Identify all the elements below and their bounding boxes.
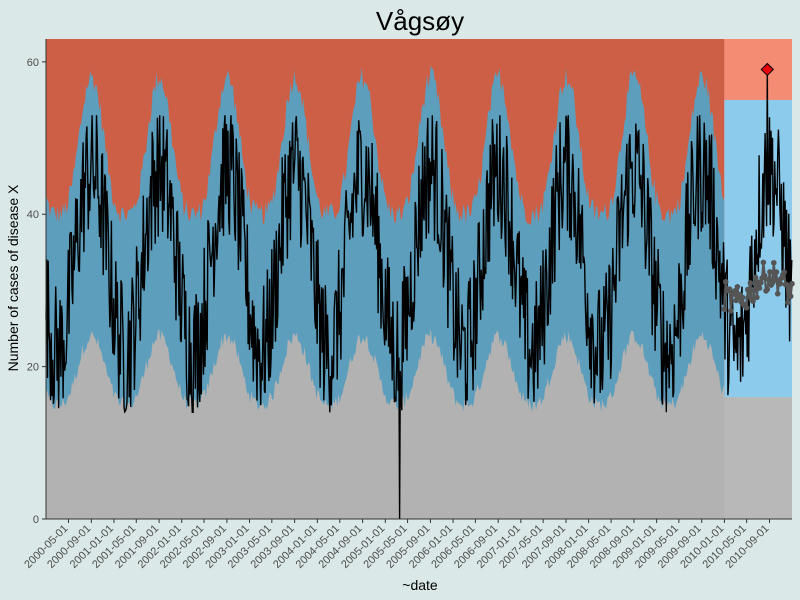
series-point-current — [752, 274, 759, 281]
series-point-current — [777, 280, 784, 287]
series-point-current — [789, 280, 795, 287]
series-point-current — [743, 305, 750, 311]
series-point-current — [726, 286, 733, 292]
y-tick-label: 60 — [27, 57, 39, 69]
y-tick-label: 20 — [27, 362, 39, 374]
x-axis-title: ~date — [402, 577, 438, 593]
series-point-current — [751, 287, 758, 294]
series-point-current — [721, 306, 728, 313]
series-point-current — [728, 308, 734, 314]
series-point-current — [761, 272, 768, 279]
series-line-observed — [45, 69, 793, 520]
y-axis-title: Number of cases of disease X — [5, 184, 21, 371]
series-point-current — [722, 278, 729, 285]
series-point-current — [758, 279, 764, 286]
series-point-current — [734, 283, 741, 290]
series-point-current — [774, 290, 781, 297]
series-point-current — [756, 285, 763, 291]
series-point-current — [739, 294, 746, 301]
series-point-current — [760, 259, 767, 266]
series-point-current — [764, 286, 771, 293]
series-point-current — [750, 298, 756, 304]
series-point-current — [767, 269, 773, 275]
low-band-current — [724, 397, 792, 519]
series-point-current — [732, 288, 738, 294]
series-point-current — [781, 269, 788, 275]
series-point-current — [765, 276, 772, 283]
series-point-current — [745, 286, 751, 293]
y-tick-label: 40 — [27, 209, 39, 221]
alert-marker — [760, 62, 775, 77]
y-tick-label: 0 — [33, 514, 39, 526]
data-lines — [45, 62, 795, 520]
series-point-current — [747, 280, 754, 286]
series-point-current — [771, 259, 777, 266]
series-point-current — [773, 269, 780, 275]
series-point-current — [785, 299, 791, 306]
series-point-current — [787, 293, 794, 300]
series-point-current — [754, 294, 760, 301]
low-band-baseline — [46, 328, 725, 519]
chart-title: Vågsøy — [376, 6, 464, 36]
